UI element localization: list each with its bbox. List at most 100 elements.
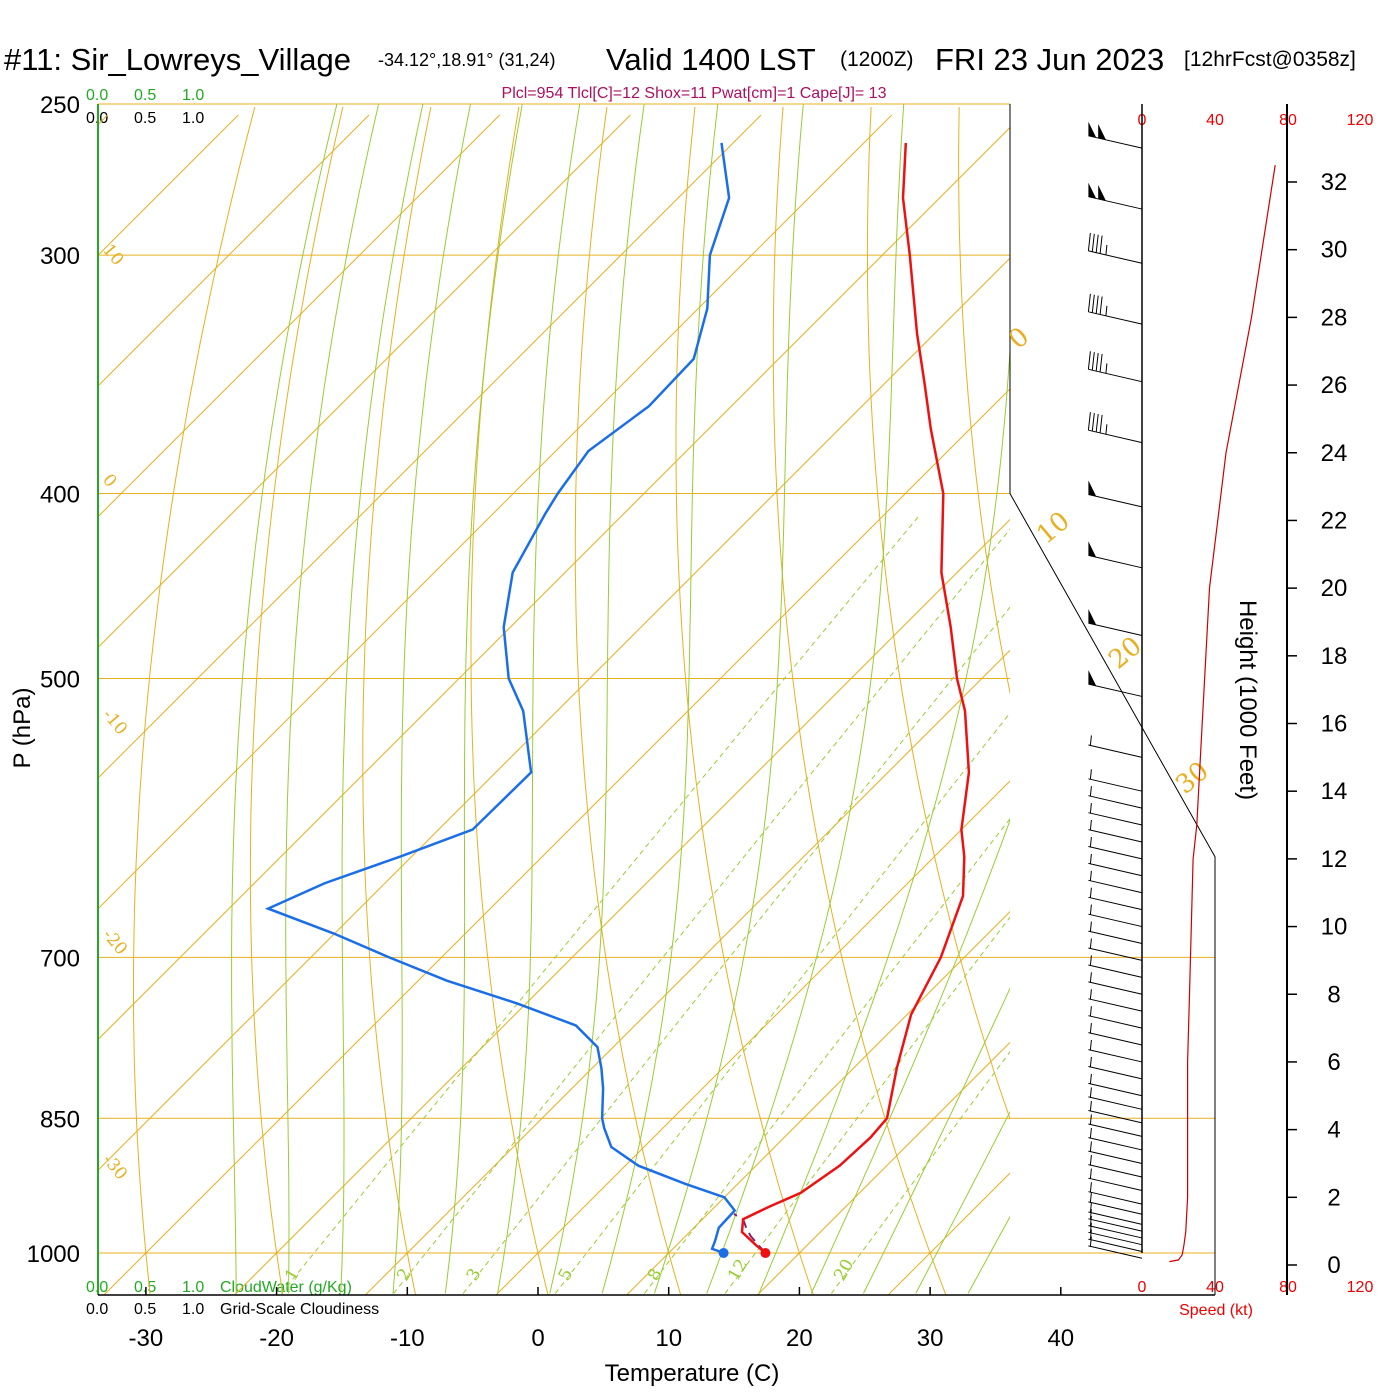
wind-barb-staff <box>1088 947 1143 961</box>
dry-adiabat-0 <box>470 106 549 1295</box>
wind-barb-staff <box>1088 1164 1143 1178</box>
wind-barb-staff <box>1088 683 1143 697</box>
height-tick-label: 2 <box>1327 1184 1340 1211</box>
mixing-ratio-line-20 <box>830 1050 1010 1294</box>
wind-barb <box>1088 1229 1143 1252</box>
mixing-ratio-line-8 <box>644 817 1010 1294</box>
dry-adiabat--10 <box>362 106 432 1295</box>
wind-barb-full <box>1091 233 1095 252</box>
right-frame-line <box>1009 104 1216 1295</box>
speed-bottom-80: 80 <box>1279 1279 1297 1296</box>
wind-barb <box>1087 351 1143 383</box>
isotherm--60 <box>98 114 893 910</box>
wind-barb-staff <box>1088 846 1143 860</box>
wind-barb-half <box>1089 1215 1092 1227</box>
moist-adiabat--4 <box>444 104 523 1294</box>
wind-barb <box>1088 121 1143 149</box>
axis-ticks: -30 -20 -10 0 10 20 30 402503004005007008501000… <box>27 92 1348 1352</box>
dry-adiabat--20 <box>249 106 344 1295</box>
wind-barb-half <box>1089 1222 1092 1233</box>
isotherm--90 <box>98 114 501 518</box>
wind-barb-full <box>1099 235 1103 254</box>
stats-line: Plcl=954 Tlcl[C]=12 Shox=11 Pwat[cm]=1 C… <box>502 85 887 102</box>
isotherm-lines <box>98 114 1010 1295</box>
sounding-profiles <box>264 142 971 1258</box>
wind-barb-staff <box>1088 1123 1143 1137</box>
wind-barb-staff <box>1088 1201 1143 1215</box>
cloudiness-label: Grid-Scale Cloudiness <box>220 1301 379 1318</box>
isotherm-label-left: 10 <box>98 240 127 269</box>
cloud-scale-top-black-2: 1.0 <box>182 110 204 127</box>
wind-barb-half <box>1089 1100 1092 1111</box>
wind-barb-half <box>1089 853 1092 864</box>
moist-adiabat-4 <box>549 104 645 1294</box>
temp-tick-label: 20 <box>786 1325 813 1352</box>
wind-barb-staff <box>1088 429 1143 444</box>
wind-barb <box>1088 803 1143 826</box>
wind-barb-staff <box>1088 250 1143 264</box>
temp-tick-label: 40 <box>1047 1325 1074 1352</box>
wind-barb-staff <box>1088 778 1143 792</box>
wind-barb-staff <box>1088 1218 1143 1232</box>
wind-barb-flag <box>1088 121 1097 138</box>
wind-speed-line <box>1169 165 1276 1263</box>
height-tick-label: 30 <box>1321 237 1348 264</box>
height-tick-label: 22 <box>1321 507 1348 534</box>
wind-barb <box>1088 1202 1143 1225</box>
speed-bottom-120: 120 <box>1347 1279 1374 1296</box>
parcel-path-line <box>733 1213 767 1254</box>
cloud-scale-top-green-1: 0.5 <box>134 87 156 104</box>
wind-barb <box>1088 1236 1143 1259</box>
temp-tick-label: 10 <box>655 1325 682 1352</box>
wind-barb-staff <box>1088 368 1143 383</box>
wind-barb <box>1088 938 1143 961</box>
isotherm-0 <box>495 780 1010 1295</box>
moist-adiabat--8 <box>392 104 471 1294</box>
wind-barb-full <box>1095 413 1099 433</box>
wind-barb-staff <box>1088 744 1143 758</box>
moist-adiabat-40 <box>1020 104 1400 1293</box>
wind-barb-half <box>1089 819 1092 831</box>
wind-barb <box>1088 972 1143 995</box>
wind-barb-staff <box>1088 964 1143 978</box>
wind-barb-half <box>1089 972 1092 983</box>
dry-adiabat-30 <box>772 106 947 1295</box>
wind-barb-staff <box>1088 1245 1143 1259</box>
cloud-scale-bottom: 0.0 0.5 1.0 CloudWater (g/Kg) 0.0 0.5 1.… <box>86 1279 379 1318</box>
wind-barb-staff <box>1088 795 1143 809</box>
isotherm--40 <box>98 257 1010 1171</box>
temp-tick-label: -20 <box>259 1325 294 1352</box>
wind-barb-half <box>1089 1192 1092 1203</box>
wind-barb <box>1088 1209 1143 1232</box>
wind-barb-staff <box>1088 1082 1143 1097</box>
wind-barb <box>1088 1056 1143 1080</box>
wind-barb-full <box>1091 352 1095 371</box>
cloud-scale-top-green-2: 1.0 <box>182 87 204 104</box>
wind-barb-half <box>1089 1056 1092 1067</box>
wind-barb <box>1088 1100 1143 1124</box>
wind-barb-half <box>1089 1039 1092 1051</box>
wind-barb <box>1088 1023 1143 1046</box>
wind-barb-staff <box>1088 812 1143 826</box>
wind-barb-staff <box>1088 1191 1143 1205</box>
pressure-tick-label: 300 <box>40 243 80 270</box>
wind-barb-flag <box>1088 182 1097 199</box>
wind-barb <box>1088 735 1143 758</box>
wind-barb-staff <box>1088 622 1143 636</box>
wind-barb-half <box>1089 989 1092 1000</box>
wind-barb <box>1088 769 1143 792</box>
wind-barb-half <box>1089 1127 1092 1139</box>
wind-barb-staff <box>1088 554 1143 569</box>
dry-adiabat-50 <box>958 106 1010 696</box>
height-tick-label: 0 <box>1327 1252 1340 1279</box>
wind-barb-half <box>1089 1209 1092 1220</box>
title-coords: -34.12°,18.91° (31,24) <box>378 50 556 70</box>
wind-barb <box>1088 182 1143 210</box>
wind-barb-flag <box>1088 670 1097 686</box>
dry-adiabat--30 <box>133 106 256 1295</box>
wind-barb <box>1088 1168 1143 1192</box>
height-tick-label: 8 <box>1327 981 1340 1008</box>
wind-barb-full <box>1091 413 1095 432</box>
speed-top-40: 40 <box>1206 112 1224 129</box>
wind-barb-half <box>1089 1182 1092 1193</box>
